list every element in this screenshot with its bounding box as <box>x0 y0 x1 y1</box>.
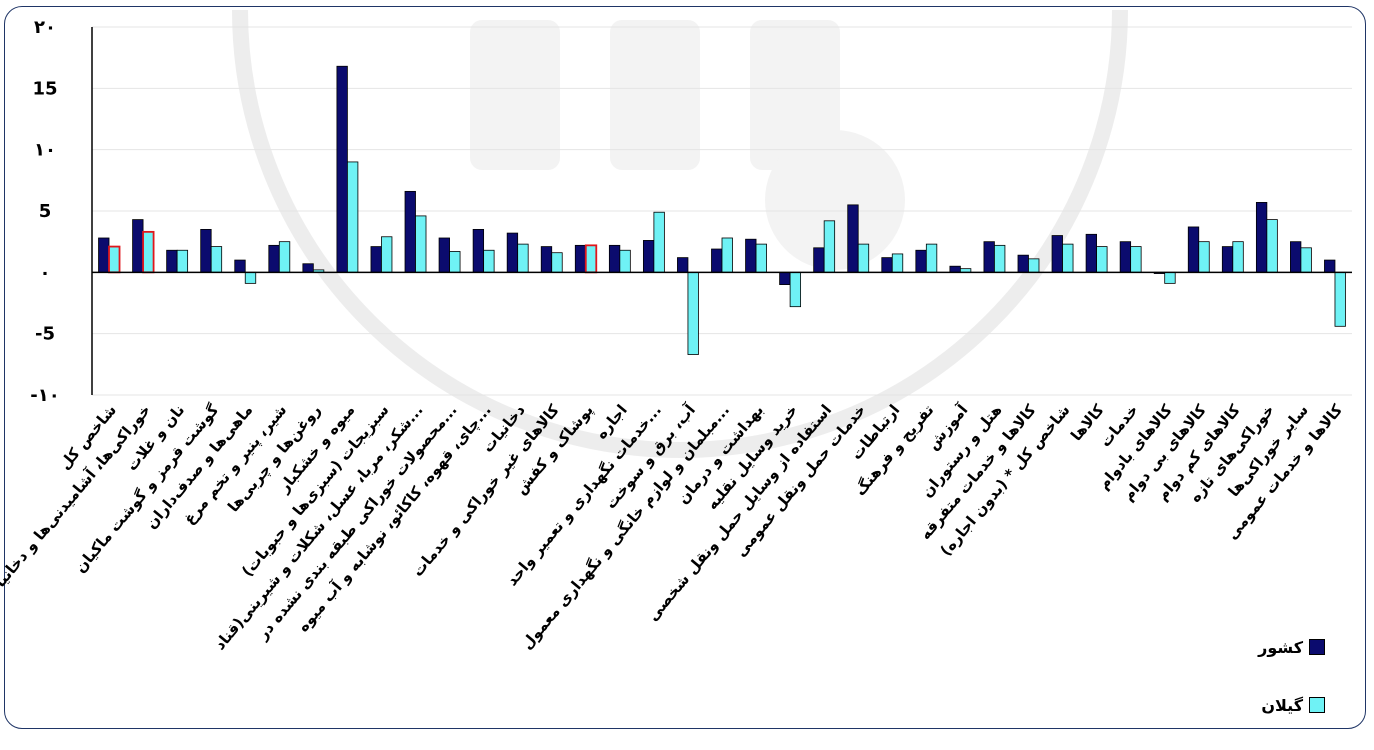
bar-gilan <box>1096 246 1108 273</box>
bar-country <box>302 263 314 273</box>
bar-gilan <box>857 243 870 273</box>
y-tick-label: 15 <box>32 78 57 99</box>
y-tick-label: -5 <box>35 324 55 345</box>
bar-gilan <box>891 253 904 273</box>
bar-gilan <box>1232 241 1244 273</box>
bar-country <box>166 249 178 273</box>
bar-country <box>745 238 757 273</box>
bar-country <box>881 257 893 273</box>
bar-country <box>711 248 723 273</box>
bar-gilan <box>244 271 257 284</box>
bar-country <box>779 271 791 286</box>
bar-gilan <box>1300 247 1312 273</box>
bar-country <box>1051 235 1063 273</box>
bar-gilan <box>1266 219 1278 273</box>
bar-country <box>1324 259 1336 273</box>
bar-country <box>1119 241 1132 273</box>
y-tick-label: -۱۰ <box>30 385 59 406</box>
bar-gilan <box>415 215 427 273</box>
bar-country <box>813 247 825 273</box>
bar-country <box>949 265 961 273</box>
bar-gilan <box>1198 241 1210 273</box>
legend-swatch-country <box>1309 639 1325 655</box>
bar-gilan <box>619 249 631 273</box>
bar-country <box>1255 202 1268 273</box>
bar-country <box>983 241 995 273</box>
bar-country <box>1017 254 1029 273</box>
bar-gilan <box>823 220 836 273</box>
bar-gilan <box>142 230 155 274</box>
bar-country <box>677 257 689 273</box>
legend: کشور گیلان <box>1205 634 1325 750</box>
bar-country <box>438 237 450 273</box>
bar-country <box>268 244 280 273</box>
bar-country <box>574 244 587 273</box>
bar-gilan <box>789 271 802 308</box>
bar-gilan <box>1062 243 1074 273</box>
legend-label-country: کشور <box>1258 637 1303 657</box>
bars <box>98 65 1346 355</box>
bar-gilan <box>925 243 938 273</box>
legend-label-gilan: گیلان <box>1261 695 1303 715</box>
y-tick-label: ۱۰ <box>34 140 56 161</box>
bar-country <box>370 246 382 273</box>
bar-country <box>847 204 859 273</box>
bar-gilan <box>210 246 223 273</box>
bar-gilan <box>1334 271 1346 327</box>
bar-gilan <box>687 271 699 355</box>
bar-gilan <box>653 211 665 273</box>
y-tick-label: 5 <box>39 201 52 222</box>
bar-country <box>200 228 212 273</box>
bar-country <box>132 219 144 273</box>
bar-country <box>506 232 519 273</box>
bar-country <box>642 240 655 273</box>
bar-gilan <box>381 236 393 273</box>
axes <box>91 27 1352 395</box>
bar-gilan <box>584 244 598 274</box>
y-axis-ticks: -۱۰ -5 ۰ 5 ۱۰ 15 ۲۰ <box>30 17 59 406</box>
bar-gilan <box>108 245 121 274</box>
y-tick-label: ۰ <box>40 262 51 283</box>
bar-gilan <box>1028 258 1040 273</box>
bar-gilan <box>755 243 767 273</box>
legend-item-country: کشور <box>1205 634 1325 660</box>
gridlines <box>92 26 1352 396</box>
bar-country <box>98 237 110 273</box>
bar-country <box>608 244 621 273</box>
bar-country <box>1221 246 1234 273</box>
bar-country <box>1085 233 1097 273</box>
bar-gilan <box>1164 271 1176 284</box>
chart-border <box>4 6 1366 729</box>
bar-gilan <box>1130 246 1142 273</box>
bar-country <box>1290 241 1302 273</box>
bar-country <box>472 228 485 273</box>
bar-country <box>915 249 927 273</box>
bar-gilan <box>551 252 563 273</box>
bar-country <box>234 259 246 273</box>
bar-gilan <box>994 244 1006 273</box>
bar-gilan <box>278 241 291 273</box>
bar-country <box>336 65 348 273</box>
bar-gilan <box>517 243 529 273</box>
legend-item-gilan: گیلان <box>1205 692 1325 718</box>
bar-gilan <box>483 249 495 273</box>
bar-gilan <box>721 237 733 273</box>
bar-gilan <box>449 251 461 273</box>
bar-gilan <box>176 249 189 273</box>
legend-swatch-gilan <box>1309 697 1325 713</box>
bar-country <box>404 190 416 273</box>
bar-country <box>540 246 553 273</box>
bar-gilan <box>347 161 359 273</box>
bar-country <box>1187 226 1200 273</box>
y-tick-label: ۲۰ <box>34 17 56 38</box>
